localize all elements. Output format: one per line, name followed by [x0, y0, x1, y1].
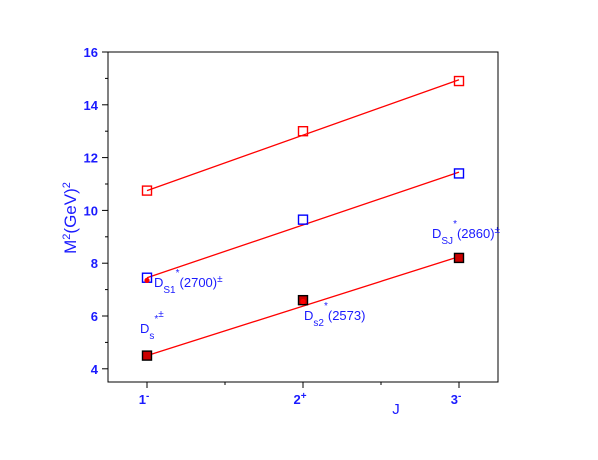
particle-label-sup: *	[154, 314, 158, 325]
y-tick-label: 14	[84, 98, 99, 113]
particle-label-sup: *	[324, 301, 328, 312]
particle-label-tail: (2860)	[457, 226, 495, 241]
plot-frame	[107, 51, 499, 383]
x-tick-label: 3-	[451, 391, 462, 408]
particle-label-sub: S1	[163, 285, 176, 296]
data-point	[297, 214, 309, 225]
x-tick-sup: +	[301, 391, 307, 402]
particle-label-sub: SJ	[441, 236, 453, 247]
data-point	[453, 168, 465, 179]
particle-label-sub: s2	[313, 318, 324, 329]
particle-label-base: D	[432, 226, 441, 241]
particle-label-tail_sup: ±	[495, 225, 501, 236]
particle-label: DSJ*(2860)±	[432, 219, 501, 247]
y-axis: 4 6 8 10 12 14 16	[84, 45, 108, 377]
fit-lines	[146, 79, 460, 357]
x-axis: 1- 2+ 3-	[139, 382, 462, 408]
particle-label-sup: *	[176, 268, 180, 279]
y-tick-label: 10	[84, 203, 98, 218]
x-tick-label: 1-	[139, 391, 150, 408]
particle-label-tail: (2700)	[180, 275, 218, 290]
y-axis-title: M2(GeV)2	[61, 182, 80, 254]
particle-label-base: D	[304, 308, 313, 323]
particle-label-base: D	[140, 321, 149, 336]
particle-label-tail_sup: ±	[158, 309, 164, 320]
x-tick-main: 1	[139, 392, 146, 407]
y-tick-label: 16	[84, 45, 98, 60]
data-point	[144, 277, 150, 283]
y-axis-title-sup2: 2	[61, 182, 73, 188]
data-point	[141, 350, 153, 361]
particle-label: Ds*±	[140, 309, 164, 342]
x-axis-title: J	[392, 401, 400, 418]
particle-label-tail_sup: ±	[217, 274, 223, 285]
y-axis-title-mid: (GeV)	[61, 188, 80, 233]
data-point	[141, 185, 153, 196]
data-point	[453, 252, 465, 264]
data-points	[141, 75, 465, 361]
particle-label: Ds2*(2573)	[304, 301, 365, 329]
x-tick-sup: -	[146, 391, 149, 402]
x-tick-main: 3	[451, 392, 458, 407]
particle-label-base: D	[154, 275, 163, 290]
annotations: DS1*(2700)±Ds*± Ds2*(2573)DSJ*(2860)±	[140, 219, 501, 342]
x-tick-label: 2+	[293, 391, 306, 408]
y-tick-label: 8	[91, 256, 98, 271]
y-tick-label: 6	[91, 309, 98, 324]
data-point	[453, 75, 465, 87]
particle-label-sup: *	[453, 219, 457, 230]
particle-label-sub: s	[149, 331, 154, 342]
y-axis-title-sup1: 2	[61, 234, 73, 240]
fit-line	[146, 255, 460, 357]
y-tick-label: 12	[84, 151, 98, 166]
x-tick-main: 2	[293, 392, 300, 407]
data-point	[297, 125, 309, 137]
y-tick-label: 4	[91, 362, 99, 377]
y-axis-title-base: M	[61, 240, 80, 254]
fit-line	[146, 171, 460, 279]
x-tick-sup: -	[458, 391, 461, 402]
data-point	[300, 298, 306, 305]
particle-label: DS1*(2700)±	[154, 268, 223, 296]
particle-label-tail: (2573)	[328, 308, 366, 323]
